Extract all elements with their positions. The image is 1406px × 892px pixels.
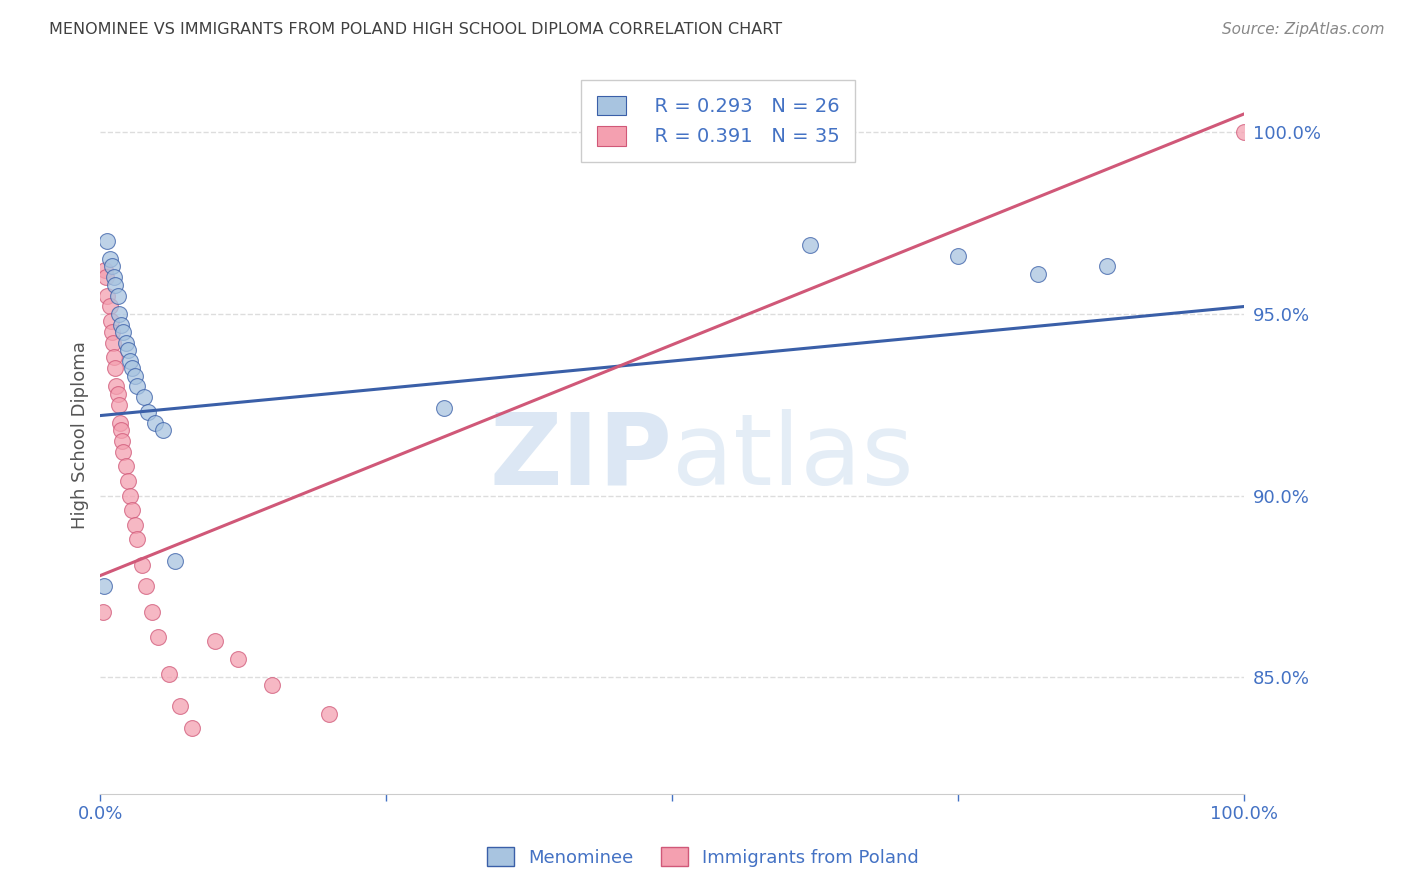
Point <box>107 307 129 321</box>
Point <box>120 489 142 503</box>
Point <box>103 270 125 285</box>
Point <box>143 416 166 430</box>
Point <box>112 325 135 339</box>
Point <box>104 361 127 376</box>
Point <box>91 605 114 619</box>
Text: ZIP: ZIP <box>489 409 672 506</box>
Text: Source: ZipAtlas.com: Source: ZipAtlas.com <box>1222 22 1385 37</box>
Point <box>96 288 118 302</box>
Point <box>117 474 139 488</box>
Point <box>107 398 129 412</box>
Point <box>94 263 117 277</box>
Point <box>204 634 226 648</box>
Point <box>96 234 118 248</box>
Point <box>163 554 186 568</box>
Text: atlas: atlas <box>672 409 914 506</box>
Point <box>101 335 124 350</box>
Point <box>125 379 148 393</box>
Point <box>98 252 121 267</box>
Point <box>138 405 160 419</box>
Point <box>124 517 146 532</box>
Point <box>93 579 115 593</box>
Point <box>260 677 283 691</box>
Point <box>100 314 122 328</box>
Legend: Menominee, Immigrants from Poland: Menominee, Immigrants from Poland <box>479 840 927 874</box>
Point <box>169 699 191 714</box>
Point <box>152 423 174 437</box>
Point <box>110 423 132 437</box>
Point <box>105 379 128 393</box>
Point <box>107 288 129 302</box>
Point <box>1095 260 1118 274</box>
Point <box>125 532 148 546</box>
Point <box>101 325 124 339</box>
Point <box>121 361 143 376</box>
Point <box>1028 267 1050 281</box>
Point <box>135 579 157 593</box>
Legend:   R = 0.293   N = 26,   R = 0.391   N = 35: R = 0.293 N = 26, R = 0.391 N = 35 <box>581 80 855 161</box>
Point <box>108 416 131 430</box>
Point <box>120 354 142 368</box>
Point <box>180 721 202 735</box>
Point <box>121 503 143 517</box>
Point <box>226 652 249 666</box>
Text: MENOMINEE VS IMMIGRANTS FROM POLAND HIGH SCHOOL DIPLOMA CORRELATION CHART: MENOMINEE VS IMMIGRANTS FROM POLAND HIGH… <box>49 22 782 37</box>
Point <box>124 368 146 383</box>
Point <box>157 666 180 681</box>
Point <box>112 445 135 459</box>
Point <box>111 434 134 448</box>
Point <box>104 277 127 292</box>
Point <box>948 249 970 263</box>
Point <box>101 260 124 274</box>
Point <box>432 401 454 416</box>
Point <box>141 605 163 619</box>
Point <box>1233 125 1256 139</box>
Point <box>132 390 155 404</box>
Point <box>117 343 139 358</box>
Point <box>146 631 169 645</box>
Point <box>799 237 821 252</box>
Point <box>131 558 153 572</box>
Point <box>103 351 125 365</box>
Point <box>98 300 121 314</box>
Y-axis label: High School Diploma: High School Diploma <box>72 342 89 530</box>
Point <box>107 386 129 401</box>
Point <box>114 335 136 350</box>
Point <box>94 270 117 285</box>
Point <box>114 459 136 474</box>
Point <box>318 706 340 721</box>
Point <box>110 318 132 332</box>
